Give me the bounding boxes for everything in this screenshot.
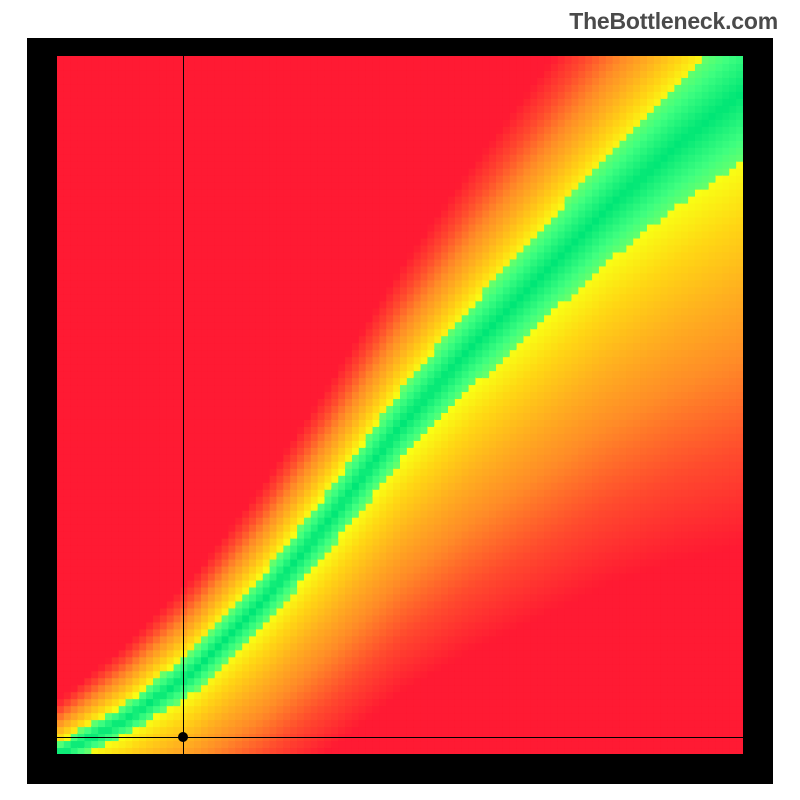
bottleneck-heatmap — [57, 56, 743, 754]
watermark-text: TheBottleneck.com — [569, 8, 778, 35]
chart-wrapper: TheBottleneck.com — [0, 0, 800, 800]
crosshair-marker — [178, 732, 188, 742]
chart-frame — [27, 38, 773, 784]
crosshair-vertical — [183, 56, 184, 754]
crosshair-horizontal — [57, 737, 743, 738]
